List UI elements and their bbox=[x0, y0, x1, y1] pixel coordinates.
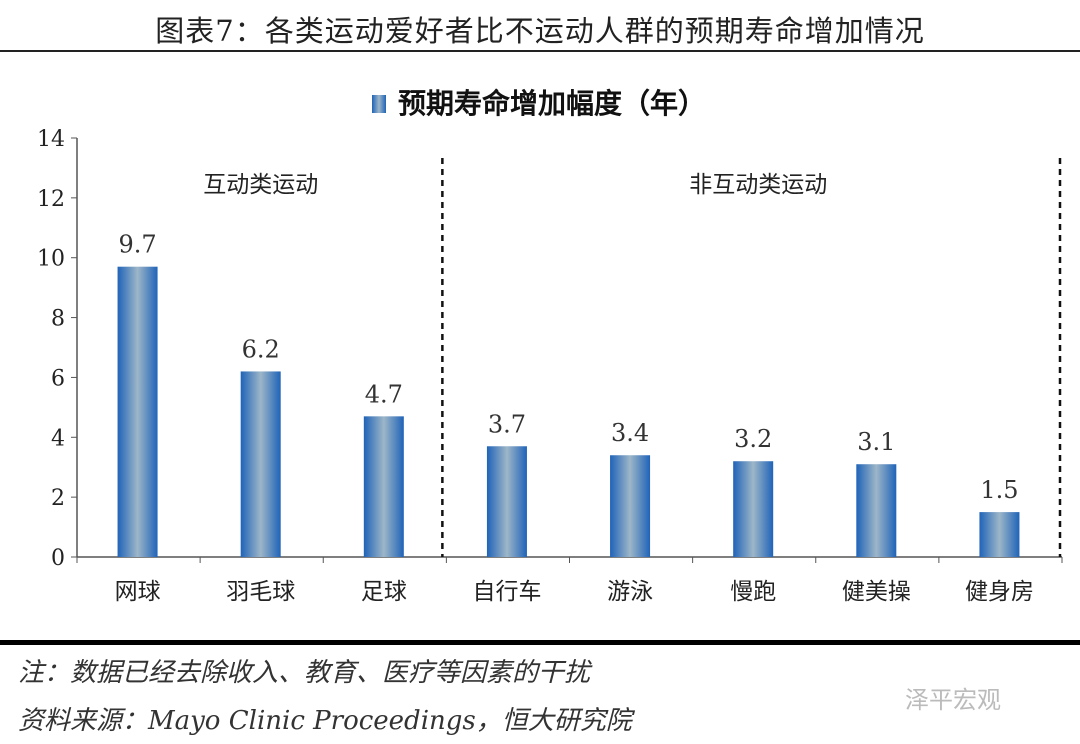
legend: 预期寿命增加幅度（年） bbox=[372, 87, 706, 120]
x-tick-label: 足球 bbox=[361, 579, 407, 605]
group-label: 互动类运动 bbox=[203, 172, 318, 198]
y-tick-label: 4 bbox=[51, 426, 65, 451]
data-label: 3.7 bbox=[488, 410, 526, 438]
source-text: 资料来源：Mayo Clinic Proceedings，恒大研究院 bbox=[18, 706, 632, 736]
x-tick-label: 游泳 bbox=[607, 579, 653, 605]
x-tick-label: 自行车 bbox=[472, 579, 541, 605]
data-label: 9.7 bbox=[118, 231, 156, 259]
bar bbox=[486, 446, 527, 557]
legend-label: 预期寿命增加幅度（年） bbox=[398, 87, 706, 120]
group-label: 非互动类运动 bbox=[689, 172, 827, 198]
data-label: 3.4 bbox=[611, 419, 649, 447]
data-label: 3.2 bbox=[734, 425, 772, 453]
note-text: 注：数据已经去除收入、教育、医疗等因素的干扰 bbox=[18, 658, 591, 688]
bar bbox=[240, 371, 281, 557]
y-tick-label: 6 bbox=[51, 366, 65, 391]
y-tick-label: 10 bbox=[37, 247, 65, 272]
legend-swatch bbox=[372, 95, 386, 113]
y-tick-label: 8 bbox=[51, 307, 65, 332]
bar bbox=[856, 464, 897, 557]
data-label: 4.7 bbox=[365, 380, 403, 408]
x-tick-label: 羽毛球 bbox=[226, 579, 295, 605]
bar bbox=[117, 266, 158, 557]
x-tick-label: 网球 bbox=[115, 579, 161, 605]
data-label: 3.1 bbox=[857, 428, 895, 456]
y-tick-label: 12 bbox=[37, 187, 65, 212]
figure-title: 图表7：各类运动爱好者比不运动人群的预期寿命增加情况 bbox=[155, 14, 925, 48]
x-tick-label: 健美操 bbox=[842, 579, 911, 605]
bottom-rule bbox=[0, 640, 1080, 645]
x-tick-label: 慢跑 bbox=[730, 579, 776, 605]
data-label: 6.2 bbox=[242, 335, 280, 363]
y-tick-label: 14 bbox=[37, 127, 65, 152]
bar bbox=[733, 461, 774, 557]
data-label: 1.5 bbox=[980, 476, 1018, 504]
bar-chart: 预期寿命增加幅度（年） 0 2 4 6 8 10 12 14 9.7 网球 6.2 羽毛球 4.7 足球 3… bbox=[37, 87, 1063, 605]
y-tick-label: 2 bbox=[51, 486, 65, 511]
x-tick-label: 健身房 bbox=[965, 579, 1034, 605]
watermark: 泽平宏观 bbox=[905, 686, 1001, 714]
bar bbox=[979, 512, 1020, 557]
bar bbox=[363, 416, 404, 557]
y-tick-label: 0 bbox=[51, 546, 65, 571]
bar bbox=[610, 455, 651, 557]
top-rule bbox=[0, 50, 1080, 52]
